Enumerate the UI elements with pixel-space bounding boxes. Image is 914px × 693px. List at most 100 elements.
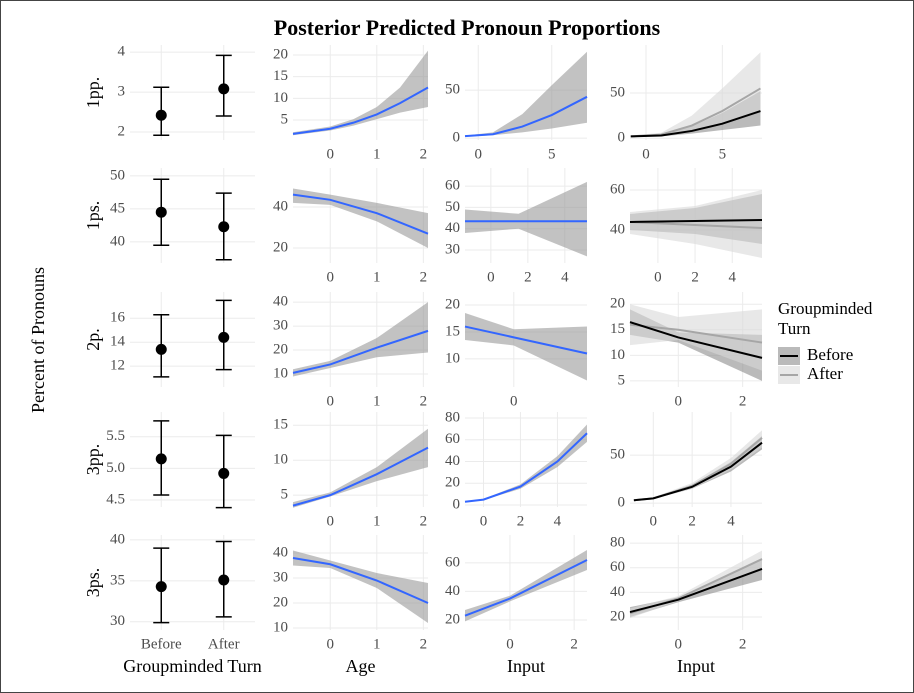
y-tick-label: 20 (273, 341, 288, 357)
row-label: 3pp. (83, 444, 103, 476)
x-tick-label: 2 (420, 513, 428, 529)
x-tick-label: 2 (691, 269, 699, 285)
x-tick-label: 4 (729, 269, 737, 285)
x-tick-label: 2 (420, 393, 428, 409)
y-tick-label: 16 (110, 310, 126, 326)
y-tick-label: 30 (445, 241, 460, 257)
x-tick-label: 0 (326, 269, 334, 285)
y-tick-label: 80 (445, 409, 460, 425)
line (629, 568, 763, 614)
line (633, 441, 763, 502)
x-tick-label: 0 (675, 393, 683, 409)
x-tick-label: 2 (420, 636, 428, 652)
ribbon (293, 188, 428, 249)
ribbon (630, 190, 762, 258)
y-tick-label: 40 (110, 233, 125, 249)
x-tick-label: 2 (420, 269, 428, 285)
x-tick-label: 0 (326, 636, 334, 652)
y-tick-label: 30 (273, 318, 288, 334)
y-tick-label: 20 (445, 611, 460, 627)
point (218, 221, 230, 233)
line (292, 446, 429, 507)
x-tick-label: 0 (326, 393, 334, 409)
y-tick-label: 20 (273, 46, 288, 62)
y-tick-label: 60 (610, 181, 625, 197)
x-tick-label: 0 (474, 146, 482, 162)
x-tick-label: 2 (739, 636, 747, 652)
y-tick-label: 5.5 (106, 428, 125, 444)
x-tick-label: 2 (570, 636, 578, 652)
y-tick-label: 60 (445, 431, 460, 447)
y-tick-label: 40 (273, 198, 288, 214)
y-tick-label: 35 (110, 572, 125, 588)
x-tick-label: 0 (480, 513, 488, 529)
y-tick-label: 15 (273, 417, 288, 433)
line (292, 557, 429, 604)
y-tick-label: 15 (610, 321, 625, 337)
y-tick-label: 50 (610, 84, 625, 100)
legend-label: After (807, 364, 843, 383)
x-tick-label: 2 (524, 269, 532, 285)
point (155, 206, 167, 218)
line (292, 86, 429, 135)
y-tick-label: 0 (453, 496, 461, 512)
y-tick-label: 50 (610, 447, 625, 463)
y-tick-label: 5 (281, 111, 289, 127)
x-tick-label: 0 (487, 269, 495, 285)
y-tick-label: 40 (273, 544, 288, 560)
y-tick-label: 20 (273, 239, 288, 255)
y-tick-label: 15 (445, 323, 460, 339)
y-tick-label: 20 (610, 296, 625, 312)
ribbon (630, 550, 762, 619)
row-label: 1pp. (83, 77, 103, 109)
line (464, 432, 588, 503)
y-tick-label: 2 (118, 123, 126, 139)
y-tick-label: 50 (445, 82, 460, 98)
y-tick-label: 10 (273, 619, 288, 635)
row-label: 2p. (83, 328, 103, 351)
line (629, 221, 763, 229)
row-label: 1ps. (83, 201, 103, 231)
y-tick-label: 5.0 (106, 460, 125, 476)
x-tick-label: 0 (650, 513, 658, 529)
x-tick-label: 0 (326, 146, 334, 162)
ribbon (465, 51, 587, 137)
y-tick-label: 80 (610, 535, 625, 551)
y-tick-label: 60 (610, 559, 625, 575)
line (464, 95, 588, 138)
point (155, 581, 167, 593)
x-axis-title: Groupminded Turn (123, 656, 262, 676)
y-tick-label: 40 (445, 583, 460, 599)
y-tick-label: 4 (118, 44, 126, 60)
x-tick-label: 1 (373, 636, 381, 652)
x-tick-label: 0 (326, 513, 334, 529)
point (218, 331, 230, 343)
y-tick-label: 12 (110, 358, 125, 374)
x-tick-label: 4 (727, 513, 735, 529)
chart-title: Posterior Predicted Pronoun Proportions (274, 15, 661, 40)
x-tick-label: 1 (373, 146, 381, 162)
x-axis-title: Age (346, 656, 376, 676)
y-tick-label: 50 (110, 167, 125, 183)
y-tick-label: 15 (273, 68, 288, 84)
x-tick-label: 2 (420, 146, 428, 162)
x-tick-label: 0 (510, 393, 518, 409)
x-tick-label: 4 (561, 269, 569, 285)
point (155, 343, 167, 355)
y-tick-label: 10 (610, 347, 625, 363)
x-tick-label: 0 (654, 269, 662, 285)
y-tick-label: 10 (273, 365, 288, 381)
ribbon (293, 50, 428, 136)
ribbon (465, 181, 587, 257)
y-tick-label: 0 (453, 130, 461, 146)
x-tick-label: 2 (739, 393, 747, 409)
point (218, 467, 230, 479)
x-tick-label: 5 (548, 146, 556, 162)
x-tick-label: 1 (373, 269, 381, 285)
y-tick-label: 30 (273, 569, 288, 585)
x-tick-label: 0 (642, 146, 650, 162)
y-axis-title: Percent of Pronouns (28, 267, 48, 413)
y-tick-label: 0 (618, 495, 626, 511)
line (629, 321, 763, 359)
